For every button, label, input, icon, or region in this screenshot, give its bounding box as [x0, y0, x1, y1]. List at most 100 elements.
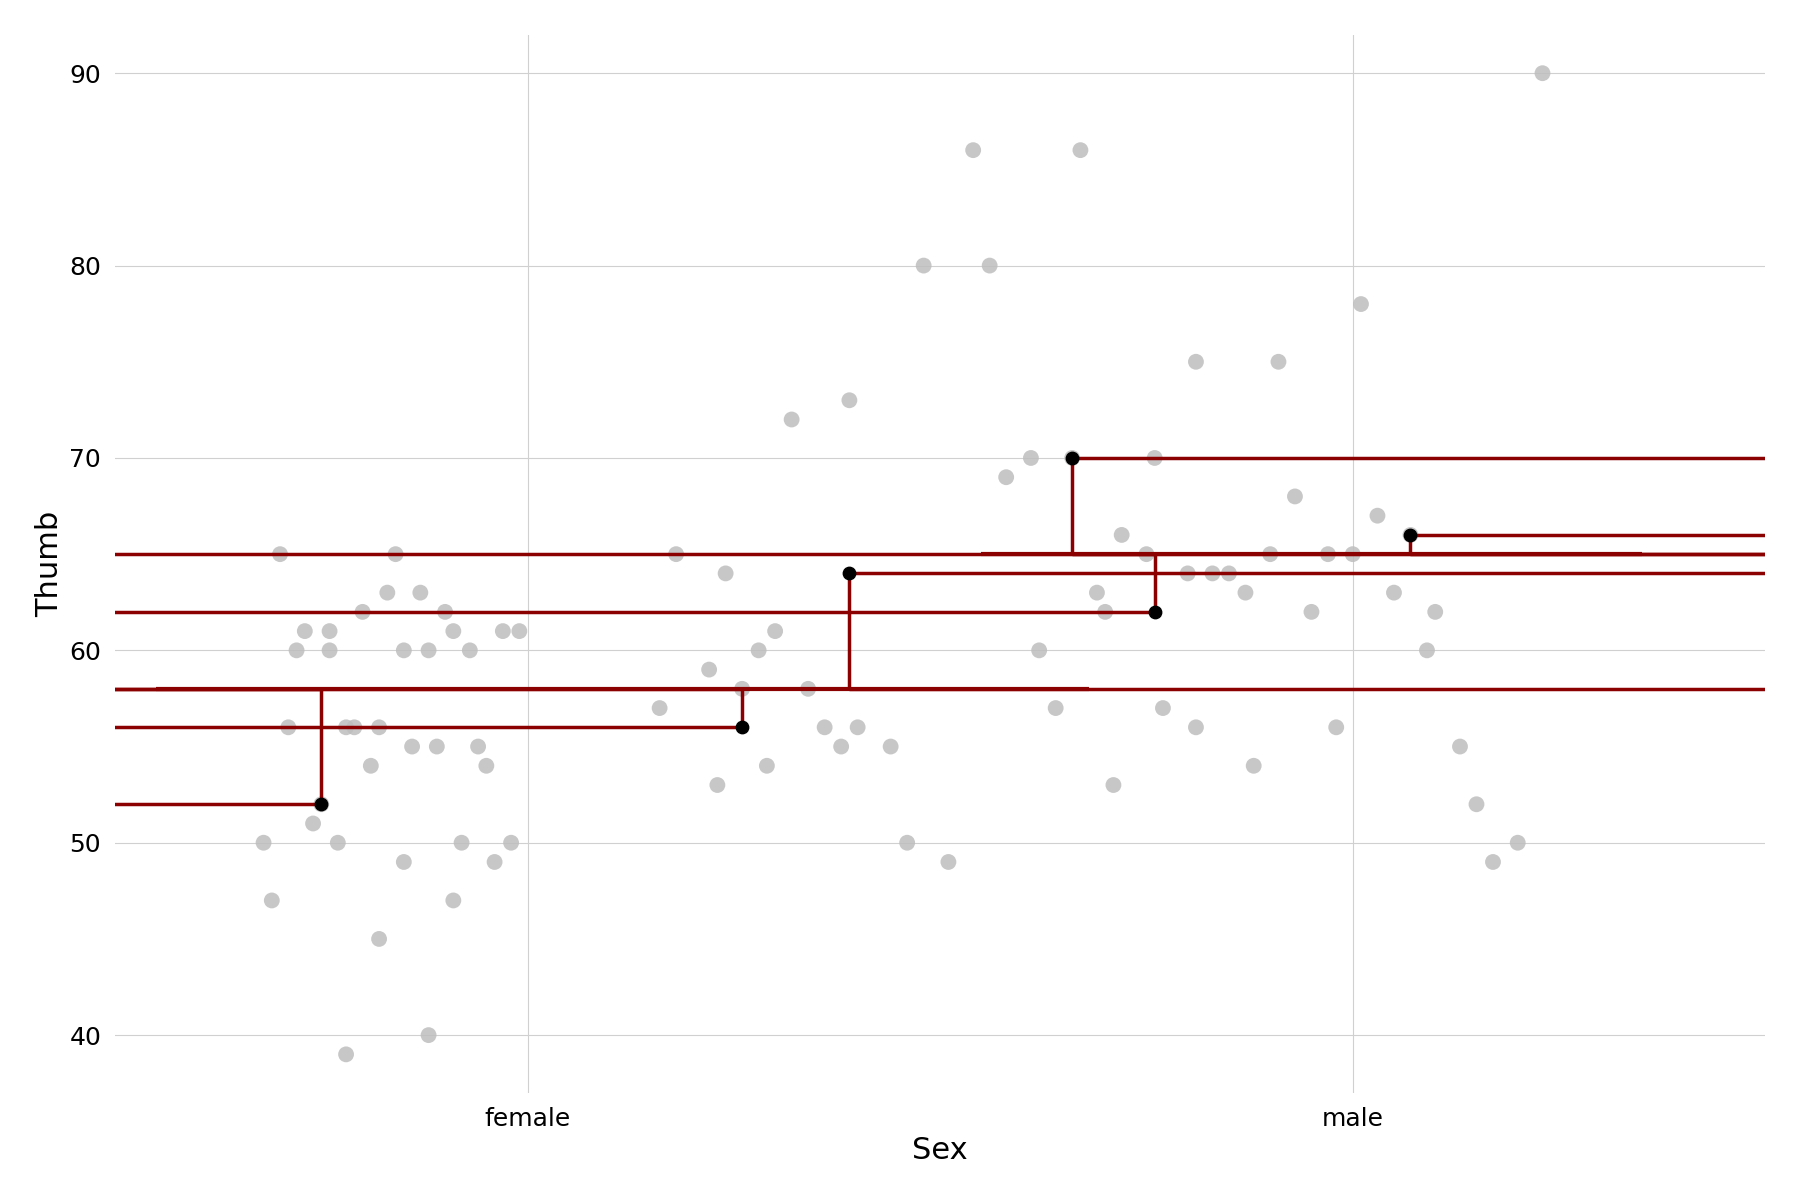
Point	[1066, 140, 1094, 160]
Point	[1082, 583, 1111, 602]
Point	[1503, 833, 1532, 852]
Point	[727, 718, 756, 737]
Point	[331, 1045, 360, 1064]
Point	[274, 718, 302, 737]
Point	[704, 775, 733, 794]
Point	[1100, 775, 1129, 794]
Point	[1091, 602, 1120, 622]
Bar	[0, 689, 322, 804]
Point	[283, 641, 311, 660]
Point	[1298, 602, 1327, 622]
Point	[1017, 449, 1046, 468]
Point	[1174, 564, 1202, 583]
Point	[407, 583, 436, 602]
Point	[331, 718, 360, 737]
Point	[842, 718, 871, 737]
Point	[644, 698, 673, 718]
Point	[1363, 506, 1391, 526]
Point	[382, 545, 410, 564]
Point	[1420, 602, 1449, 622]
Point	[373, 583, 401, 602]
Point	[315, 641, 344, 660]
Point	[1397, 526, 1426, 545]
Point	[389, 852, 418, 871]
Point	[1528, 64, 1557, 83]
Point	[959, 140, 988, 160]
Point	[1397, 526, 1426, 545]
Point	[662, 545, 691, 564]
Point	[1346, 294, 1375, 313]
Point	[1215, 564, 1244, 583]
Point	[934, 852, 963, 871]
Point	[1139, 602, 1168, 622]
Point	[1413, 641, 1442, 660]
Point	[1240, 756, 1269, 775]
Bar	[1411, 535, 1800, 554]
Point	[1478, 852, 1507, 871]
Point	[1139, 449, 1168, 468]
Point	[414, 1026, 443, 1045]
Point	[752, 756, 781, 775]
Point	[439, 890, 468, 910]
Point	[1462, 794, 1490, 814]
Point	[711, 564, 740, 583]
Point	[1199, 564, 1228, 583]
Point	[778, 410, 806, 430]
Point	[1321, 718, 1350, 737]
Point	[1058, 449, 1087, 468]
Point	[290, 622, 319, 641]
Point	[1231, 583, 1260, 602]
Point	[1256, 545, 1285, 564]
Bar	[850, 574, 1800, 689]
Point	[308, 794, 337, 814]
Point	[248, 833, 277, 852]
Point	[826, 737, 855, 756]
Point	[315, 622, 344, 641]
Point	[430, 602, 459, 622]
Point	[389, 641, 418, 660]
Point	[497, 833, 526, 852]
Point	[257, 890, 286, 910]
Point	[695, 660, 724, 679]
Point	[727, 679, 756, 698]
X-axis label: Sex: Sex	[913, 1136, 968, 1165]
Point	[455, 641, 484, 660]
Point	[1148, 698, 1177, 718]
Point	[414, 641, 443, 660]
Point	[365, 718, 394, 737]
Point	[365, 929, 394, 948]
Point	[893, 833, 922, 852]
Point	[266, 545, 295, 564]
Point	[1040, 698, 1069, 718]
Point	[1339, 545, 1368, 564]
Point	[835, 564, 864, 583]
Point	[1314, 545, 1343, 564]
Point	[356, 756, 385, 775]
Point	[909, 256, 938, 275]
Point	[810, 718, 839, 737]
Point	[446, 833, 475, 852]
Point	[324, 833, 353, 852]
Bar	[0, 554, 1154, 612]
Point	[877, 737, 905, 756]
Point	[1280, 487, 1309, 506]
Point	[308, 794, 337, 814]
Point	[1132, 545, 1161, 564]
Point	[992, 468, 1021, 487]
Point	[488, 622, 517, 641]
Point	[761, 622, 790, 641]
Point	[481, 852, 509, 871]
Point	[340, 718, 369, 737]
Bar	[0, 689, 742, 727]
Point	[1181, 718, 1210, 737]
Point	[398, 737, 427, 756]
Point	[439, 622, 468, 641]
Point	[506, 622, 535, 641]
Point	[835, 391, 864, 410]
Point	[1107, 526, 1136, 545]
Bar	[1073, 458, 1800, 554]
Point	[1024, 641, 1053, 660]
Point	[464, 737, 493, 756]
Point	[1445, 737, 1474, 756]
Point	[472, 756, 500, 775]
